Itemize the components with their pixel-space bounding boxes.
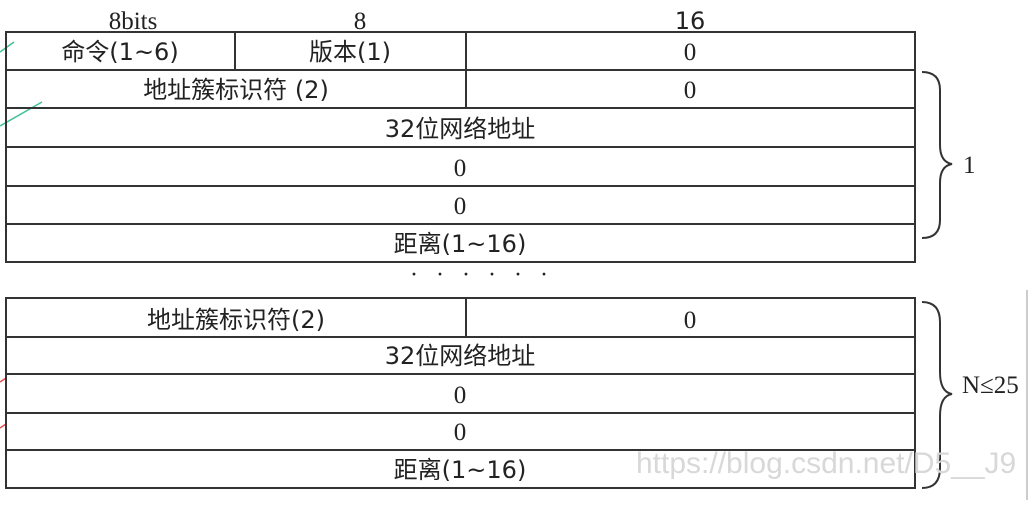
command-field: 命令(1~6) [61, 38, 178, 66]
zero-field: 0 [454, 193, 467, 220]
route-entry-block-1: 命令(1~6) 版本(1) 0 地址簇标识符 (2) 0 32位网络地址 0 0… [5, 31, 916, 263]
brace-icon [921, 71, 953, 239]
afi-reserved-field: 0 [684, 307, 697, 334]
afi-field: 地址簇标识符 (2) [143, 76, 329, 104]
header-col3: 16 [675, 7, 706, 35]
reserved-field: 0 [684, 39, 697, 66]
afi-reserved-field: 0 [684, 77, 697, 104]
zero-field: 0 [454, 155, 467, 182]
afi-field: 地址簇标识符(2) [147, 306, 325, 334]
zero-field: 0 [454, 419, 467, 446]
watermark: https://blog.csdn.net/D5__J9 [636, 447, 1016, 480]
metric-field: 距离(1~16) [394, 230, 527, 258]
ellipsis: · · · · · · [410, 262, 554, 288]
zero-field: 0 [454, 382, 467, 409]
ip-address-field: 32位网络地址 [385, 115, 536, 143]
brace-label-1: 1 [963, 152, 976, 179]
header-col2: 8 [354, 8, 367, 35]
route-entry-block-2: 地址簇标识符(2) 0 32位网络地址 0 0 距离(1~16) [5, 297, 916, 489]
version-field: 版本(1) [309, 38, 391, 66]
ip-address-field: 32位网络地址 [385, 342, 536, 370]
brace-label-n: N≤25 [962, 372, 1019, 399]
brace-icon [921, 301, 953, 489]
header-col1: 8bits [109, 8, 158, 35]
metric-field: 距离(1~16) [394, 456, 527, 484]
